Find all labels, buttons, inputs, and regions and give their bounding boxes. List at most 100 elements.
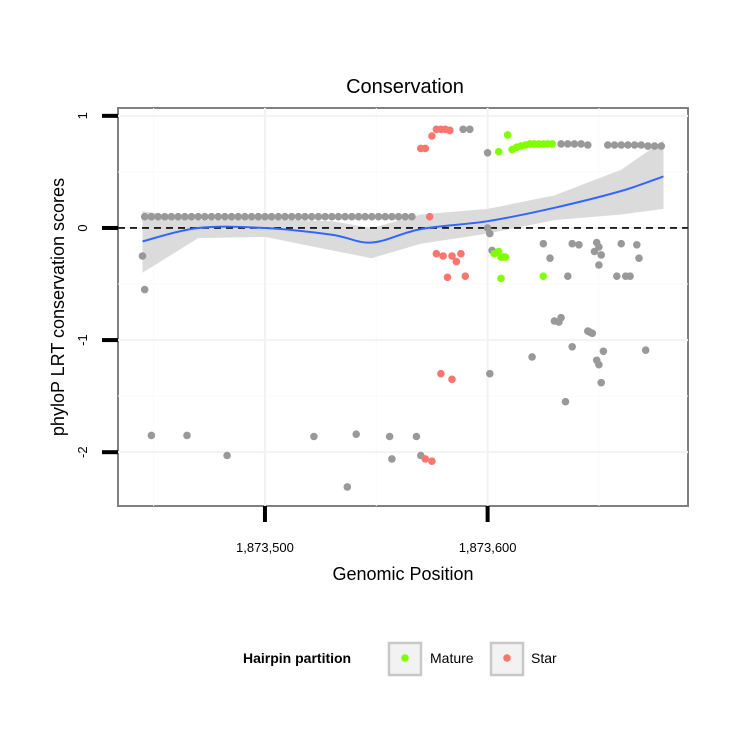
point-other [570, 140, 579, 148]
legend: Hairpin partition Mature Star [243, 641, 557, 677]
point-other [294, 212, 303, 221]
point-other [584, 141, 592, 149]
point-other [633, 241, 641, 249]
legend-dot-mature [401, 654, 409, 662]
y-axis-label: phyloP LRT conservation scores [48, 178, 68, 436]
point-other [630, 141, 639, 149]
point-other [223, 451, 231, 460]
point-other [328, 212, 336, 221]
point-other [575, 241, 583, 249]
point-other [626, 272, 634, 281]
point-other [154, 212, 162, 221]
point-other [644, 142, 652, 150]
point-other [214, 212, 222, 221]
point-other [361, 212, 369, 221]
point-other [595, 261, 603, 269]
point-other [334, 212, 343, 221]
point-other [637, 141, 645, 149]
point-other [201, 212, 209, 221]
point-other [381, 212, 390, 221]
point-other [564, 140, 572, 148]
x-axis: 1,873,500 1,873,600 [236, 506, 517, 555]
point-other [221, 212, 229, 221]
point-other [635, 254, 643, 262]
point-mature [539, 272, 548, 281]
legend-label-star: Star [531, 650, 557, 666]
loess-smooth-line [142, 175, 664, 244]
point-other [227, 212, 236, 221]
point-other [307, 212, 316, 221]
point-other [539, 239, 548, 248]
gridlines [118, 108, 688, 506]
point-mature [501, 253, 510, 261]
point-other [557, 140, 565, 148]
point-other [561, 397, 570, 406]
point-other [624, 141, 632, 149]
point-other [568, 239, 576, 248]
point-mature [497, 274, 505, 283]
point-other [254, 212, 263, 221]
point-other [401, 212, 410, 221]
point-other [590, 247, 599, 256]
y-axis: 1 0 -1 -2 [75, 112, 118, 458]
point-other [604, 141, 612, 149]
point-other [408, 212, 416, 221]
point-other [374, 212, 383, 221]
point-other [261, 212, 269, 221]
point-other [564, 272, 572, 281]
point-other [528, 353, 536, 361]
point-other [138, 252, 147, 260]
point-other [194, 212, 202, 221]
point-star [421, 455, 430, 463]
point-other [577, 140, 585, 148]
point-other [343, 483, 352, 491]
point-other [267, 212, 276, 221]
point-other [557, 313, 565, 322]
point-star [437, 369, 445, 378]
point-other [187, 212, 196, 221]
point-other [486, 369, 494, 378]
point-star [439, 252, 447, 260]
point-other [147, 212, 156, 221]
point-star [461, 272, 470, 281]
point-other [568, 343, 576, 351]
point-other [613, 272, 621, 281]
point-star [443, 273, 452, 282]
legend-key-star: Star [489, 641, 557, 677]
point-other [595, 360, 603, 369]
point-other [183, 431, 191, 440]
point-other [617, 141, 625, 149]
point-other [483, 149, 492, 157]
point-other [174, 212, 182, 221]
point-other [354, 212, 363, 221]
y-tick-label: 0 [75, 224, 90, 231]
point-other [597, 378, 605, 387]
legend-key-mature: Mature [387, 641, 474, 677]
legend-title: Hairpin partition [243, 650, 351, 666]
point-other [140, 285, 149, 294]
y-tick-label: 1 [75, 112, 90, 119]
smooth-line-layer [142, 175, 664, 244]
point-other [167, 212, 176, 221]
point-other [234, 212, 242, 221]
point-star [446, 126, 454, 135]
point-other [140, 212, 149, 221]
point-other [459, 125, 467, 134]
x-tick-label: 1,873,500 [236, 540, 294, 555]
point-mature [548, 140, 556, 148]
point-other [617, 239, 625, 248]
point-other [610, 141, 619, 149]
chart-title: Conservation [346, 76, 464, 98]
y-tick-label: -1 [75, 334, 90, 346]
point-other [181, 212, 189, 221]
point-other [301, 212, 309, 221]
point-other [641, 346, 650, 355]
point-star [452, 257, 461, 266]
point-star [425, 212, 434, 221]
point-other [650, 142, 659, 150]
point-other [147, 431, 156, 440]
point-other [368, 212, 376, 221]
point-mature [494, 147, 503, 156]
point-other [281, 212, 289, 221]
point-other [486, 229, 494, 238]
